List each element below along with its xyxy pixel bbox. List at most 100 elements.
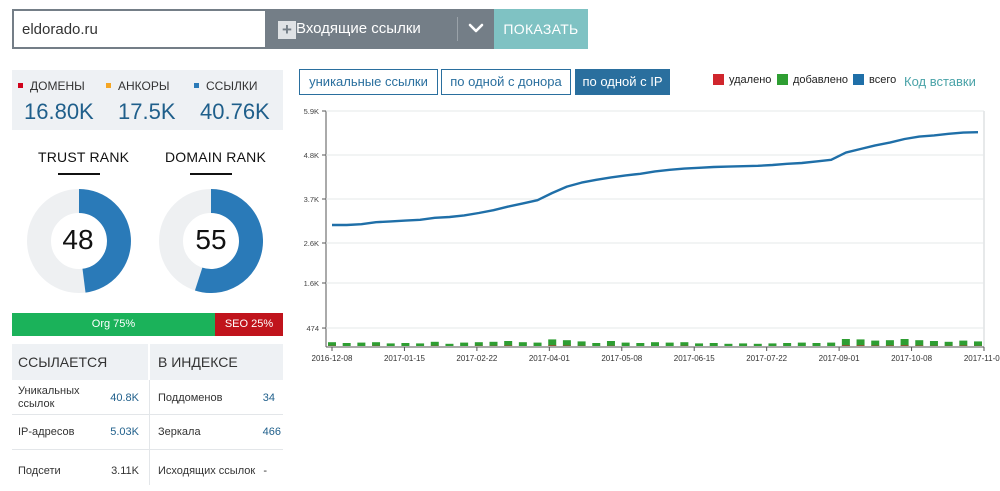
stat-links-value: 40.76K (200, 99, 270, 124)
bar-removed (841, 345, 850, 346)
bar-added (797, 342, 806, 346)
x-tick-label: 2016-12-08 (312, 354, 353, 363)
mirrors-label: Зеркала (158, 426, 201, 438)
bar-added (430, 341, 439, 346)
trust-rank-donut (27, 189, 131, 293)
subdomains-value[interactable]: 34 (262, 392, 275, 404)
legend-total-label: всего (869, 74, 897, 86)
domain-rank-title: DOMAIN RANK (165, 149, 266, 165)
bar-removed (548, 345, 557, 346)
domains-marker (18, 83, 23, 88)
domain-rank-arc (194, 189, 263, 293)
trust-rank-value: 48 (62, 224, 94, 255)
bar-added (768, 343, 777, 346)
legend-removed-swatch (713, 74, 724, 85)
table-row: IP-адресов 5.03K Зеркала 466 (12, 415, 283, 450)
bar-added (841, 339, 850, 346)
outgoing-links-label: Исходящих ссылок (158, 465, 256, 477)
y-tick-label: 474 (306, 324, 319, 333)
legend-total-swatch (853, 74, 864, 85)
bar-added (621, 342, 630, 346)
subnets-label: Подсети (18, 465, 61, 477)
bar-added (739, 343, 748, 346)
stat-anchors-value: 17.5K (118, 99, 176, 124)
x-tick-label: 2017-05-08 (601, 354, 642, 363)
unique-links-value[interactable]: 40.8K (110, 392, 139, 404)
legend-removed-label: удалено (729, 74, 772, 86)
bar-added (416, 343, 425, 346)
domain-rank-value: 55 (195, 224, 227, 255)
x-tick-label: 2017-06-15 (674, 354, 715, 363)
add-domain-button[interactable]: + (278, 21, 296, 39)
bar-added (753, 343, 762, 346)
embed-code-link[interactable]: Код вставки (904, 74, 976, 89)
table-header-indexed: В ИНДЕКСЕ (150, 344, 283, 380)
legend-added[interactable]: добавлено (777, 74, 848, 86)
stat-links-label: ССЫЛКИ (206, 79, 258, 93)
tab-unique-links[interactable]: уникальные ссылки (299, 69, 438, 95)
search-bar: + Входящие ссылки ПОКАЗАТЬ (12, 9, 588, 49)
bar-added (959, 340, 968, 346)
bar-added (900, 339, 909, 346)
bar-added (357, 342, 366, 346)
unique-links-label: Уникальных ссылок (18, 385, 80, 410)
bar-added (474, 342, 483, 346)
bar-added (812, 343, 821, 346)
bar-added (445, 343, 454, 346)
mirrors-value[interactable]: 466 (262, 426, 281, 438)
bar-added (606, 341, 615, 346)
legend-total[interactable]: всего (853, 74, 896, 86)
bar-added (518, 342, 527, 346)
bar-added (372, 342, 381, 346)
bar-added (489, 341, 498, 346)
bar-added (328, 342, 336, 346)
x-tick-label: 2017-07-22 (746, 354, 787, 363)
bar-added (827, 342, 836, 346)
bar-added (680, 342, 689, 346)
bar-added (665, 342, 674, 346)
bar-added (783, 343, 792, 346)
x-tick-label: 2017-10-08 (891, 354, 932, 363)
table-column-divider (149, 380, 150, 485)
select-divider (457, 17, 458, 41)
domain-rank-donut (159, 189, 263, 293)
legend-removed[interactable]: удалено (713, 74, 771, 86)
y-tick-label: 1.6K (304, 279, 319, 288)
table-header-referring: ССЫЛАЕТСЯ (12, 344, 148, 380)
show-button[interactable]: ПОКАЗАТЬ (494, 9, 588, 49)
y-tick-label: 4.8K (304, 151, 319, 160)
bar-added (577, 341, 586, 346)
legend-added-label: добавлено (793, 74, 849, 86)
y-tick-label: 3.7K (304, 195, 319, 204)
bar-added (562, 340, 571, 346)
bar-added (401, 343, 410, 346)
chevron-down-icon[interactable] (467, 19, 485, 37)
bar-added (636, 343, 645, 346)
stat-domains-value: 16.80K (24, 99, 94, 124)
y-tick-label: 5.9K (304, 107, 319, 116)
tab-one-per-ip[interactable]: по одной с IP (575, 69, 670, 95)
bar-removed (900, 345, 909, 346)
bar-added (885, 340, 894, 346)
bar-added (929, 341, 938, 346)
ip-addresses-label: IP-адресов (18, 426, 75, 438)
stat-domains-label: ДОМЕНЫ (30, 79, 85, 93)
domain-input[interactable] (14, 11, 265, 47)
bar-added (651, 342, 659, 346)
ip-addresses-value[interactable]: 5.03K (110, 426, 139, 438)
bar-added (548, 339, 557, 346)
bar-added (460, 342, 469, 346)
outgoing-links-value: - (263, 465, 267, 477)
bar-added (944, 341, 953, 346)
report-type-select[interactable]: Входящие ссылки (296, 20, 421, 37)
legend-added-swatch (777, 74, 788, 85)
trust-rank-arc (78, 189, 131, 293)
subnets-value: 3.11K (111, 465, 139, 477)
bar-added (342, 343, 351, 346)
bar-removed (856, 345, 865, 346)
links-chart: 474 1.6K 2.6K 3.7K 4.8K 5.9K 2016-12-08 2017-01… (304, 107, 1000, 363)
bar-added (871, 340, 880, 346)
bar-added (386, 343, 395, 346)
tab-one-per-donor[interactable]: по одной с донора (441, 69, 571, 95)
domain-rank-underline (190, 173, 232, 175)
